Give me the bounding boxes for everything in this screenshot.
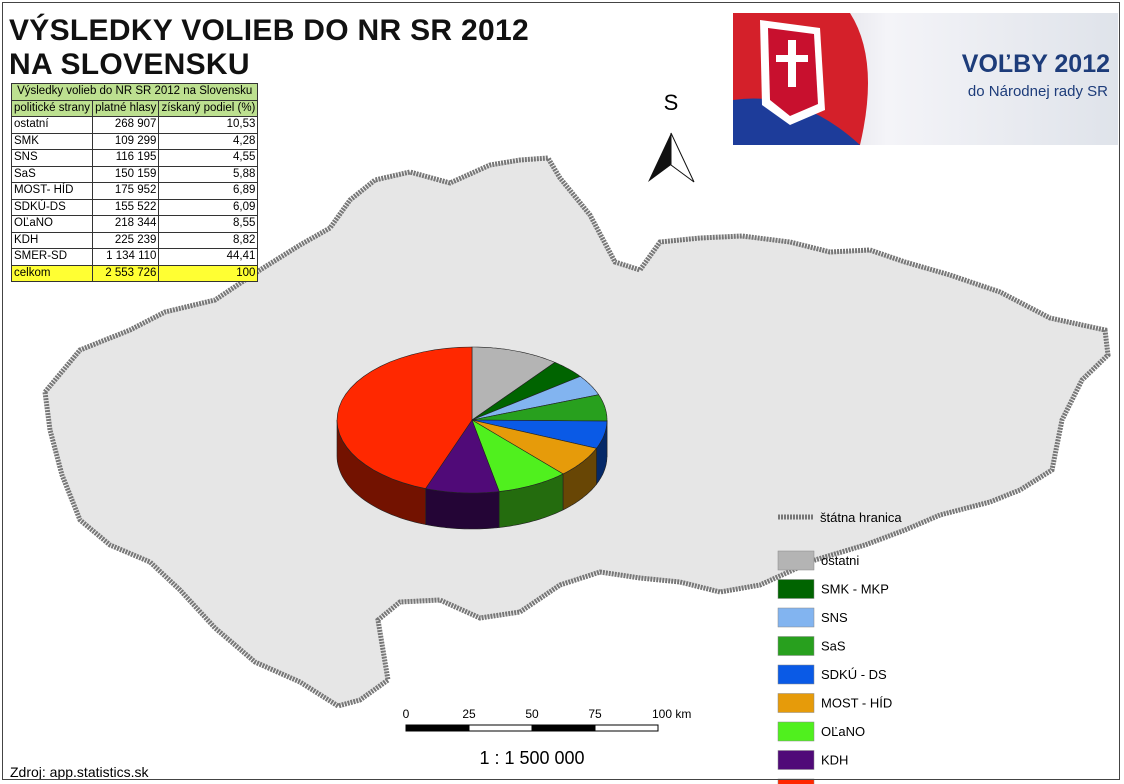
page: {"title": {"line1": "VÝSLEDKY VOLIEB DO … [0, 0, 1124, 784]
frame [2, 2, 1120, 780]
